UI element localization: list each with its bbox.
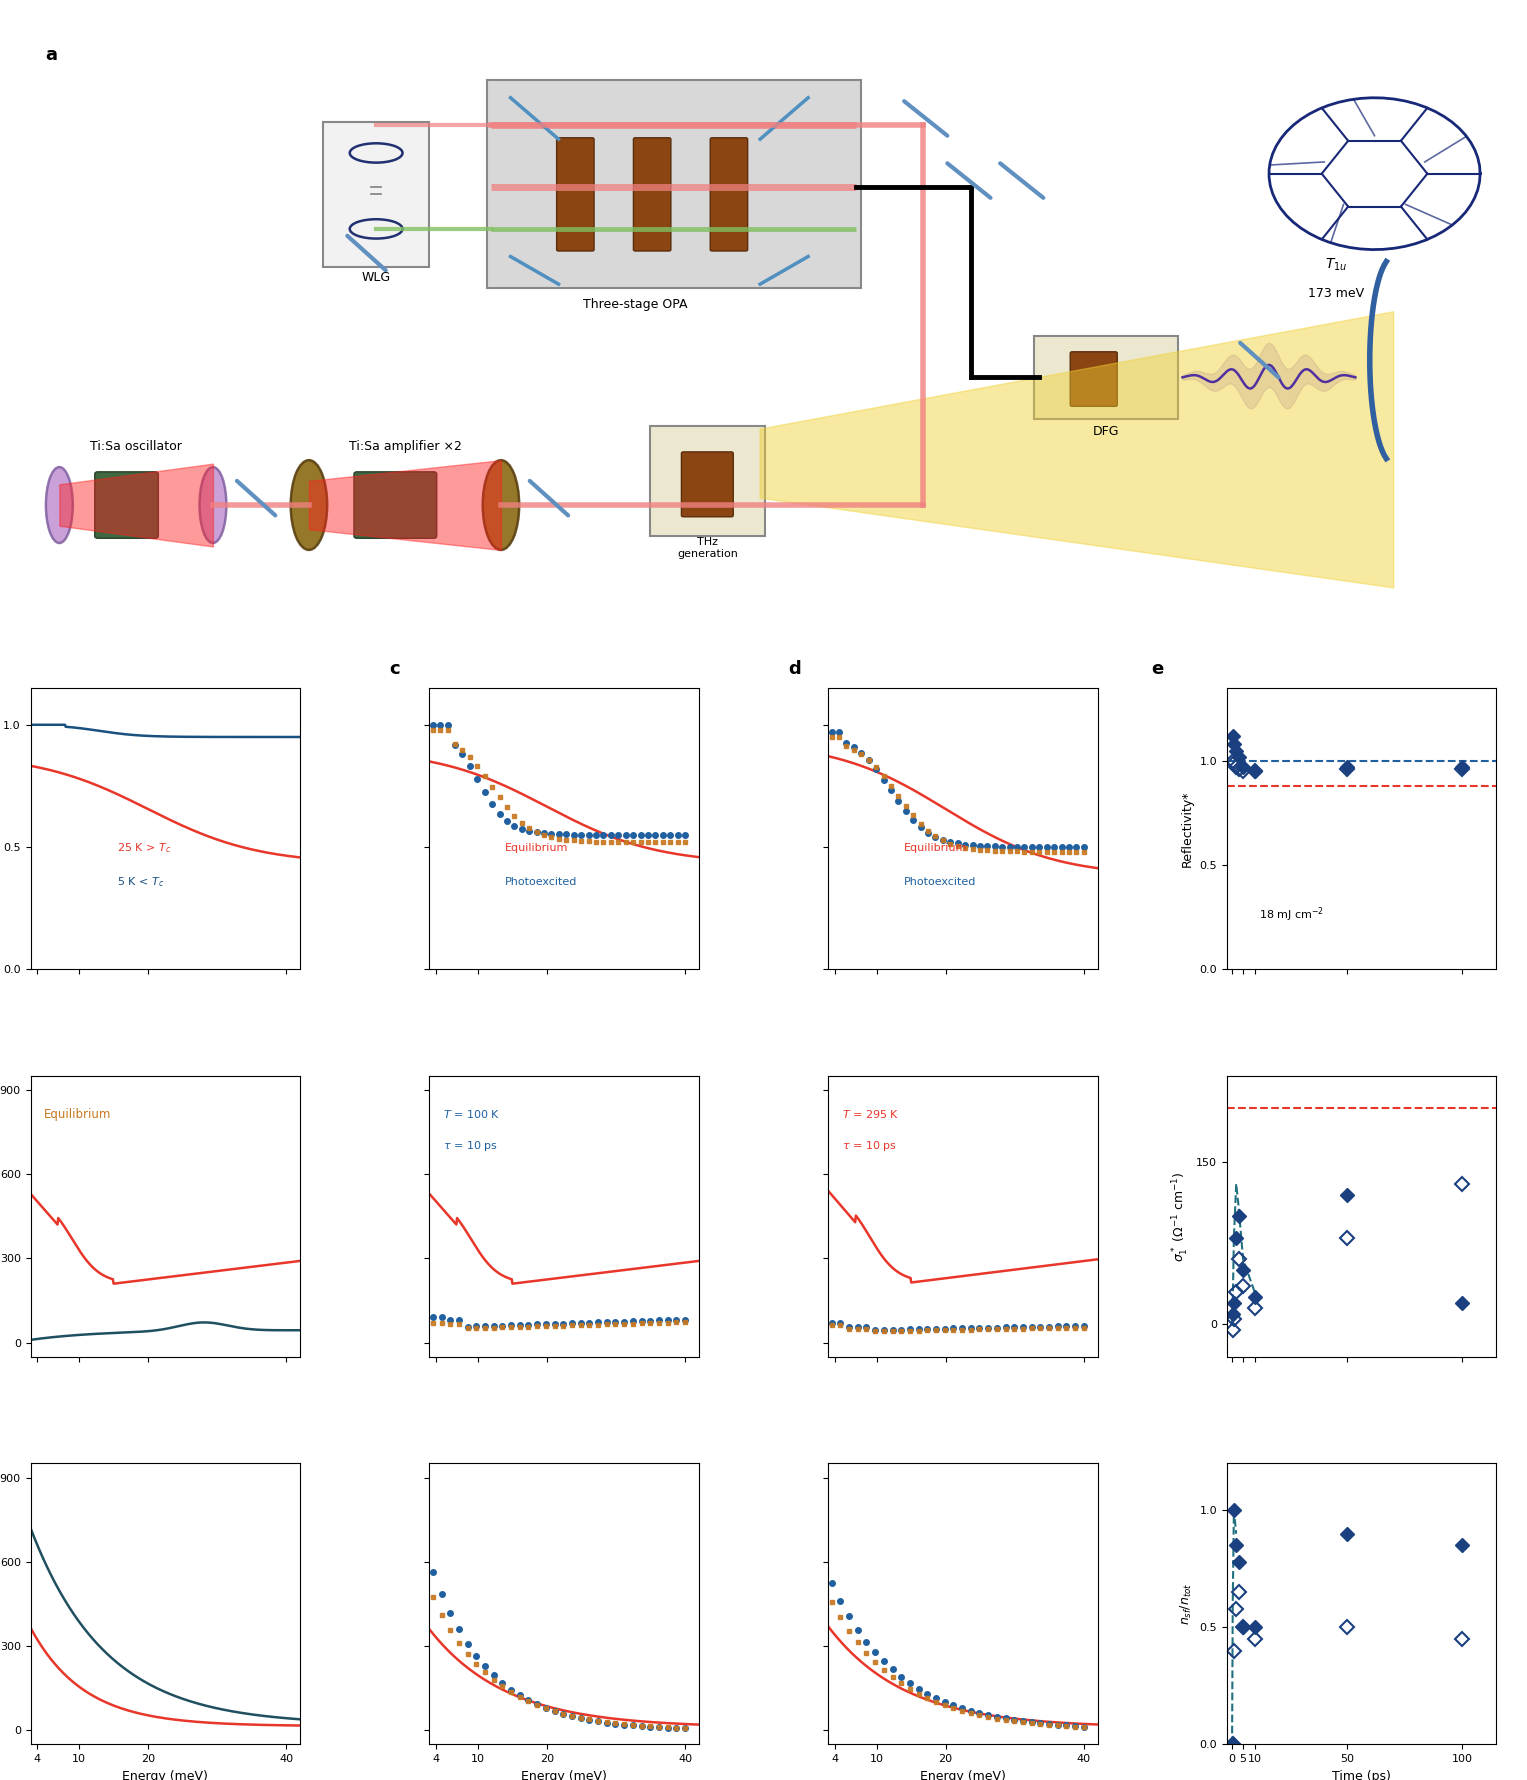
- FancyBboxPatch shape: [651, 425, 765, 536]
- Text: a: a: [44, 46, 56, 64]
- FancyBboxPatch shape: [1034, 336, 1177, 418]
- FancyBboxPatch shape: [95, 472, 159, 538]
- FancyBboxPatch shape: [681, 452, 733, 516]
- Y-axis label: $n_{sf}/n_{tot}$: $n_{sf}/n_{tot}$: [1179, 1582, 1194, 1625]
- Text: $T$ = 100 K: $T$ = 100 K: [443, 1107, 501, 1120]
- Text: Equilibrium: Equilibrium: [505, 844, 568, 853]
- Text: 25 K > $T_c$: 25 K > $T_c$: [116, 842, 171, 854]
- Text: e: e: [1151, 660, 1164, 678]
- Polygon shape: [760, 312, 1394, 587]
- FancyBboxPatch shape: [487, 80, 861, 288]
- FancyBboxPatch shape: [354, 472, 437, 538]
- Text: WLG: WLG: [362, 271, 391, 283]
- Text: Three-stage OPA: Three-stage OPA: [583, 299, 687, 312]
- Text: Equilibrium: Equilibrium: [44, 1107, 111, 1121]
- Text: 173 meV: 173 meV: [1309, 287, 1364, 299]
- Text: THz
generation: THz generation: [676, 538, 738, 559]
- Text: 5 K < $T_c$: 5 K < $T_c$: [116, 874, 163, 888]
- Text: $T$ = 295 K: $T$ = 295 K: [841, 1107, 899, 1120]
- FancyBboxPatch shape: [1070, 352, 1118, 406]
- FancyBboxPatch shape: [710, 137, 748, 251]
- FancyBboxPatch shape: [557, 137, 594, 251]
- Text: Equilibrium: Equilibrium: [904, 844, 967, 853]
- Text: DFG: DFG: [1092, 425, 1119, 438]
- Text: $T_{1u}$: $T_{1u}$: [1325, 256, 1347, 274]
- Text: Photoexcited: Photoexcited: [904, 878, 976, 886]
- X-axis label: Time (ps): Time (ps): [1332, 1769, 1391, 1780]
- Ellipse shape: [290, 461, 327, 550]
- Text: Ti:Sa amplifier ×2: Ti:Sa amplifier ×2: [348, 440, 461, 452]
- Ellipse shape: [483, 461, 519, 550]
- Y-axis label: $\sigma_1^*$ ($\Omega^{-1}$ cm$^{-1}$): $\sigma_1^*$ ($\Omega^{-1}$ cm$^{-1}$): [1171, 1171, 1191, 1262]
- Text: $\tau$ = 10 ps: $\tau$ = 10 ps: [443, 1139, 498, 1153]
- Ellipse shape: [200, 466, 226, 543]
- Text: c: c: [389, 660, 400, 678]
- Y-axis label: Reflectivity*: Reflectivity*: [1180, 790, 1194, 867]
- FancyBboxPatch shape: [324, 121, 429, 267]
- FancyBboxPatch shape: [634, 137, 670, 251]
- Text: d: d: [788, 660, 800, 678]
- Text: Photoexcited: Photoexcited: [505, 878, 577, 886]
- X-axis label: Energy (meV): Energy (meV): [122, 1769, 208, 1780]
- X-axis label: Energy (meV): Energy (meV): [521, 1769, 608, 1780]
- Text: 18 mJ cm$^{-2}$: 18 mJ cm$^{-2}$: [1260, 906, 1324, 924]
- Ellipse shape: [46, 466, 73, 543]
- Text: Ti:Sa oscillator: Ti:Sa oscillator: [90, 440, 182, 452]
- Text: $\tau$ = 10 ps: $\tau$ = 10 ps: [841, 1139, 896, 1153]
- X-axis label: Energy (meV): Energy (meV): [919, 1769, 1006, 1780]
